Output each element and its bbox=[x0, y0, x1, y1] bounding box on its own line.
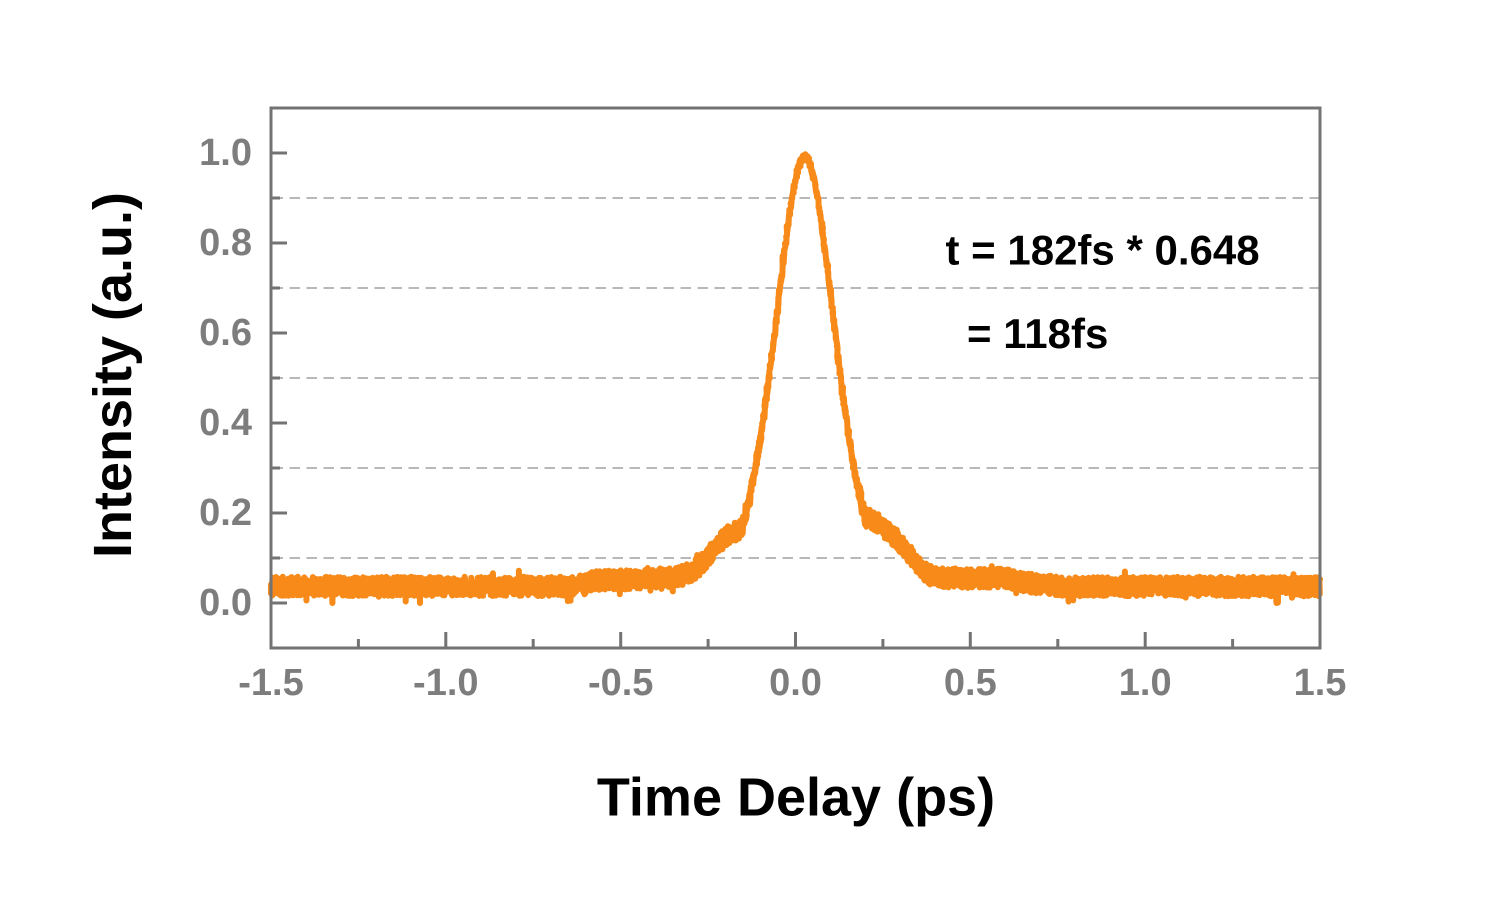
svg-text:0.5: 0.5 bbox=[944, 662, 997, 704]
svg-text:0.0: 0.0 bbox=[769, 662, 822, 704]
svg-text:-1.5: -1.5 bbox=[238, 662, 303, 704]
svg-text:= 118fs: = 118fs bbox=[967, 310, 1108, 357]
svg-text:-1.0: -1.0 bbox=[413, 662, 478, 704]
svg-text:0.8: 0.8 bbox=[199, 222, 252, 264]
svg-text:1.0: 1.0 bbox=[199, 132, 252, 174]
svg-text:1.0: 1.0 bbox=[1119, 662, 1172, 704]
svg-text:0.6: 0.6 bbox=[199, 312, 252, 354]
svg-text:Intensity (a.u.): Intensity (a.u.) bbox=[83, 192, 143, 558]
svg-text:Time Delay (ps): Time Delay (ps) bbox=[597, 768, 995, 828]
svg-text:0.4: 0.4 bbox=[199, 402, 252, 444]
svg-text:0.2: 0.2 bbox=[199, 492, 252, 534]
svg-text:1.5: 1.5 bbox=[1294, 662, 1347, 704]
svg-text:t = 182fs * 0.648: t = 182fs * 0.648 bbox=[946, 227, 1260, 274]
svg-text:0.0: 0.0 bbox=[199, 582, 252, 624]
svg-text:-0.5: -0.5 bbox=[588, 662, 653, 704]
